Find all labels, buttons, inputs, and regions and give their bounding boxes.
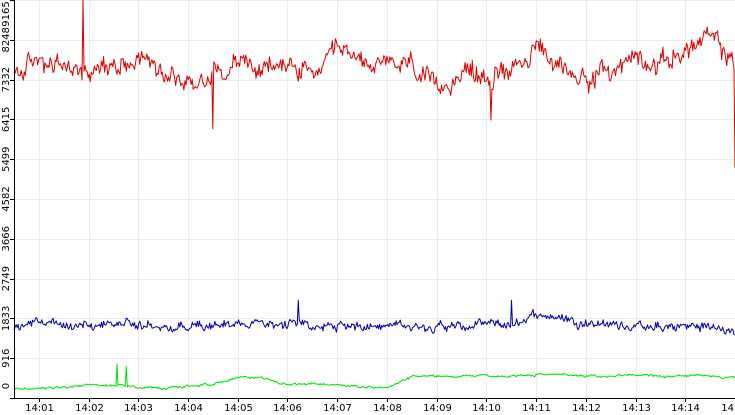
series-line-3 (13, 363, 735, 391)
x-tick-label: 14:08 (373, 403, 402, 414)
y-tick-label: 6415 (1, 107, 12, 132)
y-tick-label: 1833 (1, 306, 12, 331)
x-tick-label: 14:04 (174, 403, 203, 414)
y-tick-label: 9165 (1, 1, 12, 26)
x-tick-label: 14:12 (572, 403, 601, 414)
series-line-1 (13, 0, 735, 168)
x-tick-label: 14:05 (224, 403, 253, 414)
y-tick-label: 916 (1, 349, 12, 368)
x-tick-label: 14:11 (522, 403, 551, 414)
y-tick-label: 7332 (1, 67, 12, 92)
x-tick-label: 14:09 (423, 403, 452, 414)
x-tick-label: 14:03 (124, 403, 153, 414)
x-tick-label: 14:06 (273, 403, 302, 414)
series-layer (13, 0, 735, 391)
x-tick-label: 14 (721, 403, 734, 414)
grid (14, 0, 735, 398)
y-tick-label: 8248 (1, 27, 12, 52)
x-tick-label: 14:14 (671, 403, 700, 414)
series-line-2 (13, 299, 735, 336)
x-axis-ticks: 14:01 14:02 14:03 14:04 14:05 14:06 14:07 14:08… (25, 398, 734, 414)
axes (14, 0, 735, 399)
x-tick-label: 14:01 (25, 403, 54, 414)
y-tick-label: 0 (1, 383, 12, 389)
y-tick-label: 4582 (1, 186, 12, 211)
x-tick-label: 14:02 (75, 403, 104, 414)
x-tick-label: 14:13 (622, 403, 651, 414)
y-tick-label: 3666 (1, 226, 12, 251)
y-tick-label: 2749 (1, 266, 12, 291)
y-tick-label: 5499 (1, 146, 12, 171)
x-tick-label: 14:10 (472, 403, 501, 414)
x-tick-label: 14:07 (323, 403, 352, 414)
